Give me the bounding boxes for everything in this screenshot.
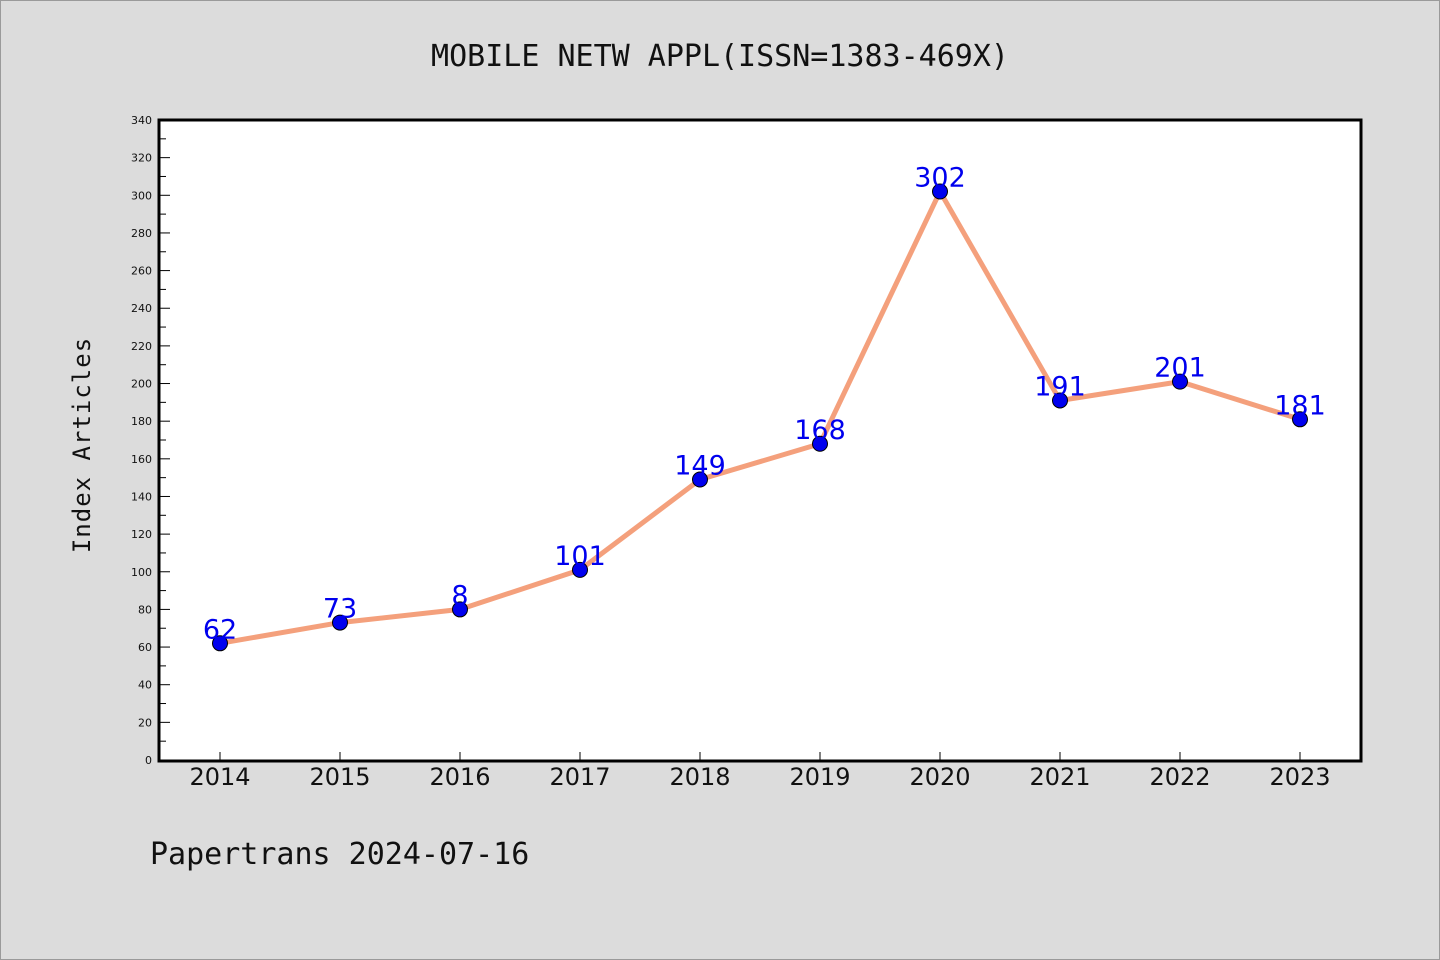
y-axis: 0 20 40 60 80 100 120 140 160 180 200 220 240 260 280 3… xyxy=(131,114,170,767)
data-point xyxy=(572,561,588,578)
data-label: 101 xyxy=(554,541,606,572)
y-tick-label: 20 xyxy=(138,716,152,729)
data-label: 149 xyxy=(674,451,726,482)
data-point xyxy=(452,601,468,618)
x-tick-label: 2023 xyxy=(1269,763,1330,791)
data-label: 302 xyxy=(914,163,966,194)
y-tick-label: 200 xyxy=(131,378,152,391)
data-point xyxy=(1172,373,1188,390)
data-label: 62 xyxy=(203,614,237,645)
y-tick-label: 100 xyxy=(131,566,152,579)
y-tick-label: 180 xyxy=(131,415,152,428)
footer-text: Papertrans 2024-07-16 xyxy=(150,837,529,872)
y-tick-label: 0 xyxy=(145,754,152,767)
y-tick-label: 340 xyxy=(131,114,152,127)
data-point xyxy=(332,614,348,631)
data-label: 201 xyxy=(1154,353,1206,384)
data-label: 168 xyxy=(794,415,846,446)
data-label: 73 xyxy=(323,594,357,625)
series-polyline xyxy=(219,189,1301,646)
y-tick-label: 40 xyxy=(138,679,152,692)
x-axis: 2014 2015 2016 2017 2018 2019 2020 2021 2022 2023 xyxy=(189,752,1331,791)
y-tick-label: 260 xyxy=(131,265,152,278)
data-label: 8 xyxy=(451,580,468,611)
y-tick-label: 300 xyxy=(131,189,152,202)
x-tick-label: 2022 xyxy=(1149,763,1210,791)
y-tick-label: 60 xyxy=(138,641,152,654)
x-tick-label: 2016 xyxy=(429,763,490,791)
x-tick-label: 2020 xyxy=(909,763,970,791)
data-point xyxy=(1052,392,1068,409)
y-tick-label: 320 xyxy=(131,152,152,165)
y-tick-label: 280 xyxy=(131,227,152,240)
x-tick-label: 2018 xyxy=(669,763,730,791)
data-point xyxy=(1292,411,1308,428)
y-tick-label: 160 xyxy=(131,453,152,466)
data-labels: 62 73 8 101 149 168 302 191 201 181 xyxy=(203,163,1326,646)
x-tick-label: 2019 xyxy=(789,763,850,791)
y-tick-label: 80 xyxy=(138,603,152,616)
series-line xyxy=(219,189,1301,646)
plot-area xyxy=(157,118,1363,763)
y-tick-label: 240 xyxy=(131,302,152,315)
data-point xyxy=(692,471,708,488)
data-point xyxy=(812,435,828,452)
chart-title: MOBILE NETW APPL(ISSN=1383-469X) xyxy=(431,39,1009,74)
data-label: 181 xyxy=(1274,390,1326,421)
y-tick-label: 140 xyxy=(131,490,152,503)
x-tick-label: 2015 xyxy=(309,763,370,791)
x-tick-label: 2017 xyxy=(549,763,610,791)
x-tick-label: 2021 xyxy=(1029,763,1090,791)
data-label: 191 xyxy=(1034,371,1086,402)
y-tick-label: 120 xyxy=(131,528,152,541)
y-axis-label: Index Articles xyxy=(68,337,96,553)
data-point xyxy=(932,183,948,200)
y-tick-label: 220 xyxy=(131,340,152,353)
x-tick-label: 2014 xyxy=(189,763,250,791)
data-point xyxy=(212,635,228,652)
data-points xyxy=(212,183,1308,652)
